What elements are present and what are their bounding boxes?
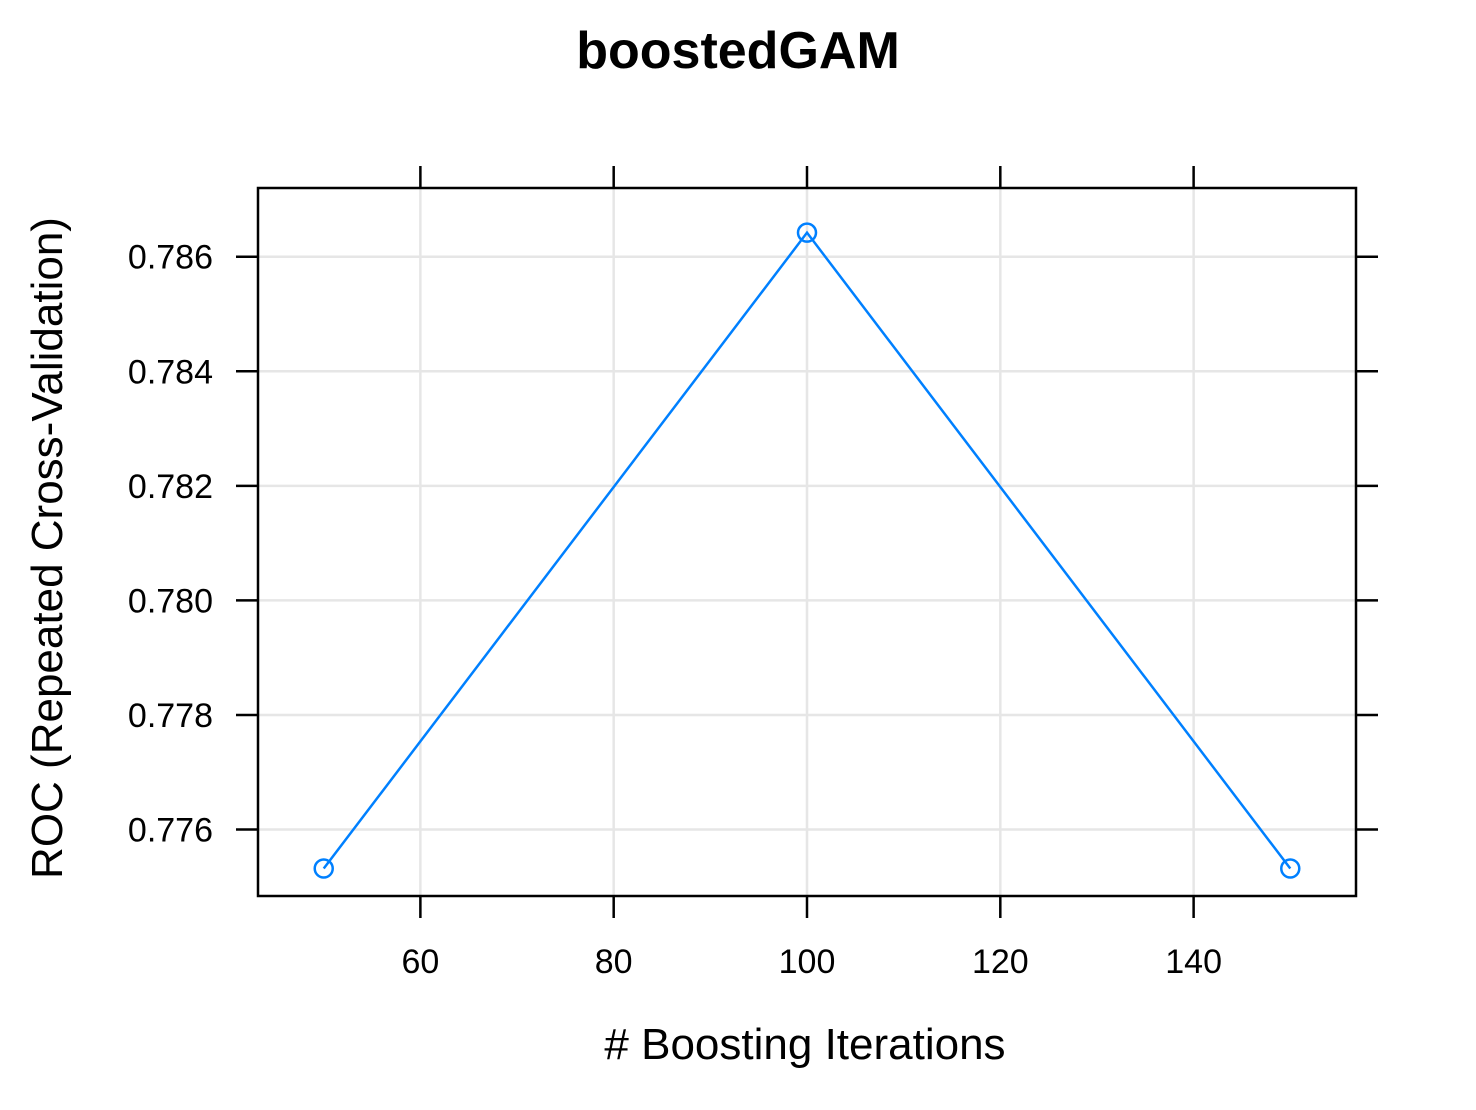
x-tick-label: 140 bbox=[1165, 943, 1222, 981]
y-tick-label: 0.784 bbox=[128, 353, 213, 391]
y-tick-label: 0.778 bbox=[128, 697, 213, 735]
roc-series-line bbox=[322, 230, 1292, 870]
axis-ticks: 60 80 100 120 140 0.776 0.778 0.780 0.782 0.784 0.… bbox=[128, 166, 1378, 981]
data-series bbox=[313, 222, 1301, 879]
y-tick-label: 0.776 bbox=[128, 812, 213, 850]
x-tick-label: 120 bbox=[972, 943, 1029, 981]
y-axis-label: ROC (Repeated Cross-Validation) bbox=[23, 217, 72, 879]
roc-data-point bbox=[796, 222, 818, 243]
x-tick-label: 80 bbox=[595, 943, 633, 981]
plot-panel-frame bbox=[256, 186, 1358, 898]
x-tick-label: 60 bbox=[401, 943, 439, 981]
chart-title: boostedGAM bbox=[576, 22, 900, 80]
y-tick-label: 0.782 bbox=[128, 468, 213, 506]
x-tick-label: 100 bbox=[779, 943, 836, 981]
roc-data-point bbox=[1280, 858, 1301, 879]
x-axis-label: # Boosting Iterations bbox=[604, 1020, 1005, 1069]
roc-data-point bbox=[313, 858, 334, 879]
grid-lines bbox=[258, 188, 1356, 896]
y-tick-label: 0.780 bbox=[128, 582, 213, 620]
y-tick-label: 0.786 bbox=[128, 239, 213, 277]
